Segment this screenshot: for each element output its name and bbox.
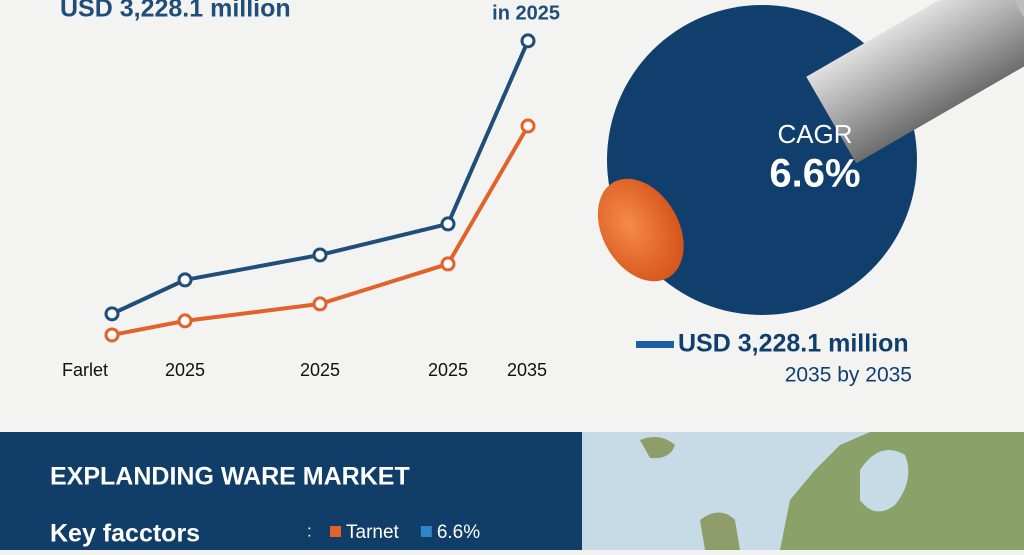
data-point [520, 33, 536, 49]
data-point [440, 216, 456, 232]
footer-title: EXPLANDING WARE MARKET [50, 463, 410, 491]
map-island [640, 436, 675, 459]
summary-marker [636, 341, 674, 348]
data-point [312, 296, 328, 312]
data-point [104, 306, 120, 322]
x-tick-label: 2025 [165, 360, 205, 380]
legend-label: 6.6% [437, 522, 480, 543]
map-island [700, 512, 740, 550]
footer-subtitle: Key facctors [50, 520, 200, 548]
x-tick-label: Farlet [62, 360, 108, 380]
cylinder-orange-cap [597, 178, 684, 282]
footer-separator: : [307, 521, 312, 540]
line-chart: Farlet 2025 2025 2025 2035 [62, 33, 547, 380]
data-point [177, 272, 193, 288]
cagr-value: 6.6% [769, 152, 860, 196]
x-tick-label: 2025 [300, 360, 340, 380]
x-tick-label: 2025 [428, 360, 468, 380]
data-point [104, 327, 120, 343]
data-point [177, 313, 193, 329]
data-point [312, 247, 328, 263]
header-title: USD 3,228.1 million [60, 0, 291, 23]
legend: Tarnet 6.6% [330, 522, 480, 543]
data-point [520, 118, 536, 134]
x-tick-label: 2035 [507, 360, 547, 380]
cylinder [597, 0, 1024, 282]
legend-label: Tarnet [346, 522, 400, 543]
legend-swatch [420, 526, 432, 537]
cagr-label: CAGR [777, 119, 852, 149]
header-note: in 2025 [492, 2, 560, 24]
footer-panel [0, 432, 582, 550]
data-point [440, 256, 456, 272]
summary-value: USD 3,228.1 million [678, 330, 909, 358]
legend-swatch [330, 526, 341, 537]
map-water [860, 450, 909, 512]
map [582, 432, 1024, 550]
summary-note: 2035 by 2035 [785, 364, 912, 387]
cylinder-gray [806, 0, 1024, 164]
